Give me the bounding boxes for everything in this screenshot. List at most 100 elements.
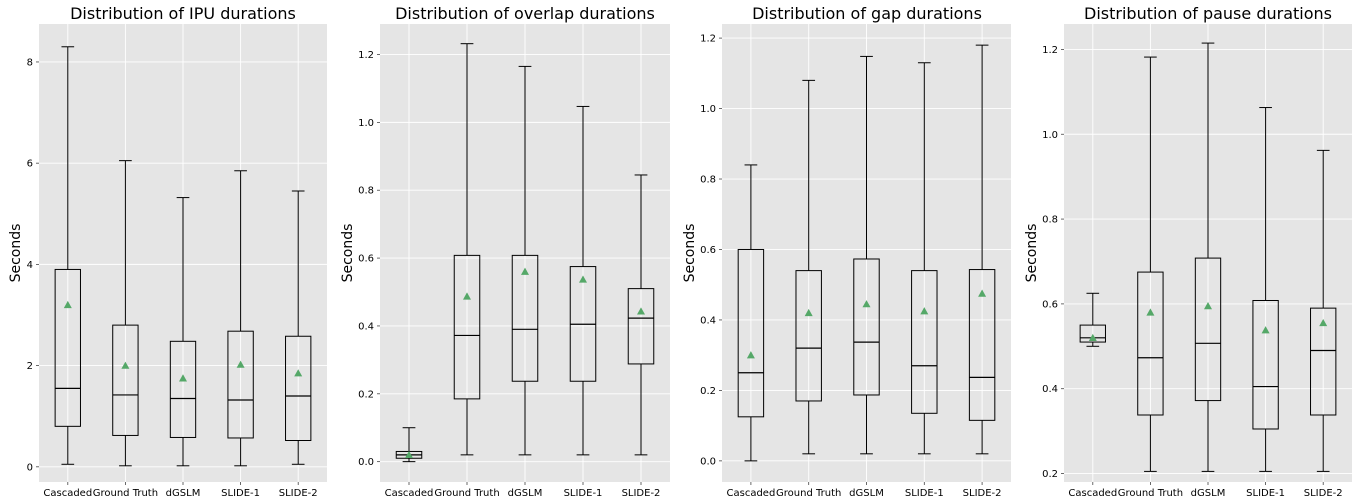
x-tick-label: SLIDE-1 <box>221 488 260 499</box>
iqr-box <box>54 268 81 427</box>
mean-marker <box>1204 302 1212 310</box>
chart-title: Distribution of overlap durations <box>395 4 655 23</box>
x-tick-label: SLIDE-1 <box>1246 488 1285 499</box>
iqr-box <box>795 270 822 402</box>
iqr-box <box>853 258 880 396</box>
x-tick-label: Ground Truth <box>434 488 499 499</box>
box-4 <box>285 190 312 465</box>
box-3 <box>569 105 597 456</box>
y-tick-label: 1.2 <box>700 34 716 45</box>
mean-marker <box>236 360 245 368</box>
x-tick-label: SLIDE-2 <box>622 488 661 499</box>
box-3 <box>911 62 938 455</box>
mean-marker <box>1261 326 1270 334</box>
mean-marker <box>1088 333 1097 342</box>
mean-marker <box>179 374 187 382</box>
x-tick-label: SLIDE-2 <box>963 488 1002 499</box>
mean-marker <box>521 267 529 275</box>
iqr-box <box>911 270 938 414</box>
x-tick-label: SLIDE-2 <box>279 488 318 499</box>
x-tick-label: Ground Truth <box>1118 488 1183 499</box>
iqr-box <box>1310 307 1337 416</box>
y-tick-label: 1.0 <box>700 104 716 115</box>
y-tick-label: 2 <box>27 361 33 372</box>
y-tick-label: 0.4 <box>1042 384 1058 395</box>
box-4 <box>1310 149 1337 472</box>
x-tick-label: dGSLM <box>166 488 201 499</box>
y-tick-label: 0 <box>27 462 33 473</box>
mean-marker <box>121 361 130 369</box>
y-tick-label: 0.8 <box>358 186 374 197</box>
box-2 <box>169 197 197 467</box>
box-4 <box>968 44 996 455</box>
y-tick-label: 0.8 <box>700 175 716 186</box>
y-tick-label: 1.2 <box>358 50 374 61</box>
box-0 <box>737 164 765 462</box>
y-axis-label: Seconds <box>682 224 698 283</box>
y-tick-label: 0.6 <box>1042 299 1058 310</box>
x-tick-label: dGSLM <box>849 488 884 499</box>
box-2 <box>853 55 880 455</box>
box-1 <box>795 79 822 455</box>
y-tick-label: 0.0 <box>700 456 716 467</box>
y-tick-label: 6 <box>27 159 33 170</box>
iqr-box <box>227 330 254 439</box>
y-tick-label: 0.2 <box>1042 469 1058 480</box>
iqr-box <box>112 324 139 436</box>
x-tick-label: SLIDE-1 <box>905 488 944 499</box>
mean-marker <box>862 300 871 308</box>
box-1 <box>453 43 481 456</box>
chart-panel-2: 0.0 0.2 0.4 0.6 0.8 1.0 1.2 Cascaded Ground Trut… <box>340 4 670 499</box>
box-0 <box>395 427 423 463</box>
iqr-box <box>968 269 996 421</box>
x-tick-label: Cascaded <box>385 488 434 499</box>
chart-title: Distribution of gap durations <box>752 4 982 23</box>
y-tick-label: 1.0 <box>358 118 374 129</box>
x-tick-label: Ground Truth <box>93 488 158 499</box>
y-tick-label: 1.2 <box>1042 45 1058 56</box>
x-tick-label: SLIDE-1 <box>564 488 603 499</box>
y-tick-label: 0.2 <box>358 389 374 400</box>
iqr-box <box>627 288 655 365</box>
x-tick-label: Cascaded <box>1068 488 1117 499</box>
y-tick-label: 0.6 <box>358 254 374 265</box>
y-tick-label: 4 <box>27 260 33 271</box>
mean-marker <box>978 289 987 297</box>
box-0 <box>1079 292 1106 347</box>
x-tick-label: SLIDE-2 <box>1304 488 1343 499</box>
box-2 <box>511 65 539 456</box>
box-2 <box>1194 42 1222 472</box>
mean-marker <box>637 307 645 315</box>
chart-panel-4: 0.2 0.4 0.6 0.8 1.0 1.2 Cascaded Ground Truth dG… <box>1024 4 1352 499</box>
box-1 <box>112 160 139 467</box>
x-tick-label: dGSLM <box>508 488 543 499</box>
iqr-box <box>737 248 765 418</box>
y-tick-label: 8 <box>27 57 33 68</box>
x-tick-label: Cascaded <box>727 488 776 499</box>
box-1 <box>1137 56 1164 472</box>
box-3 <box>1252 107 1279 472</box>
box-0 <box>54 46 81 465</box>
iqr-box <box>453 254 481 400</box>
y-axis-label: Seconds <box>340 224 356 283</box>
y-axis-label: Seconds <box>8 224 24 283</box>
box-4 <box>627 174 655 456</box>
mean-marker <box>463 292 471 300</box>
mean-marker <box>804 308 813 317</box>
y-tick-label: 0.8 <box>1042 215 1058 226</box>
mean-marker <box>1146 308 1155 316</box>
y-tick-label: 0.4 <box>358 321 374 332</box>
x-tick-label: dGSLM <box>1191 488 1226 499</box>
iqr-box <box>1079 324 1106 343</box>
mean-marker <box>920 307 929 315</box>
y-tick-label: 0.6 <box>700 245 716 256</box>
x-tick-label: Cascaded <box>43 488 92 499</box>
mean-marker <box>1319 318 1328 327</box>
y-tick-label: 0.2 <box>700 386 716 397</box>
iqr-box <box>1252 299 1279 430</box>
iqr-box <box>1137 271 1164 416</box>
iqr-box <box>169 340 197 438</box>
mean-marker <box>746 351 755 359</box>
box-3 <box>227 170 254 467</box>
